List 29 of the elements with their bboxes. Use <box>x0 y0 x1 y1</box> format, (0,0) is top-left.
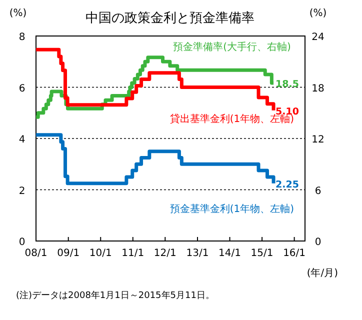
x-tick-label: 10/1 <box>89 248 112 259</box>
x-tick-label: 16/1 <box>283 248 306 259</box>
y2-tick-label: 6 <box>314 186 322 197</box>
x-tick-label: 09/1 <box>57 248 80 259</box>
y2-axis-title: (%) <box>309 8 327 19</box>
x-tick-label: 15/1 <box>250 248 274 259</box>
data-label: 18.5 <box>276 78 299 90</box>
y2-tick-label: 24 <box>312 32 324 43</box>
y-tick-label: 0 <box>18 237 26 248</box>
chart-title: 中国の政策金利と預金準備率 <box>86 10 254 26</box>
y-axis-title: (%) <box>9 8 27 19</box>
series-label: 預金準備率(大手行、右軸) <box>173 41 291 53</box>
text: 預金基準金利(1年物、左軸) <box>170 203 294 215</box>
y2-tick-label: 18 <box>312 83 324 94</box>
x-tick-label: 12/1 <box>154 248 176 259</box>
text: 貸出基準金利(1年物、左軸) <box>170 113 294 125</box>
x-tick-label: 14/1 <box>218 248 242 259</box>
y-tick-label: 6 <box>18 83 26 94</box>
y-tick-label: 2 <box>18 186 26 197</box>
x-tick-label: 13/1 <box>186 248 209 259</box>
y-tick-label: 4 <box>18 134 26 146</box>
y-tick-label: 8 <box>18 32 26 43</box>
y2-tick-label: 0 <box>314 237 322 248</box>
y2-tick-label: 12 <box>312 134 324 146</box>
text: (注)データは2008年1月1日～2015年5月11日。 <box>16 290 214 301</box>
x-axis-title: (年/月) <box>306 267 338 279</box>
x-tick-label: 11/1 <box>122 248 144 259</box>
data-label: 2.25 <box>276 179 299 190</box>
x-tick-label: 08/1 <box>24 248 48 259</box>
